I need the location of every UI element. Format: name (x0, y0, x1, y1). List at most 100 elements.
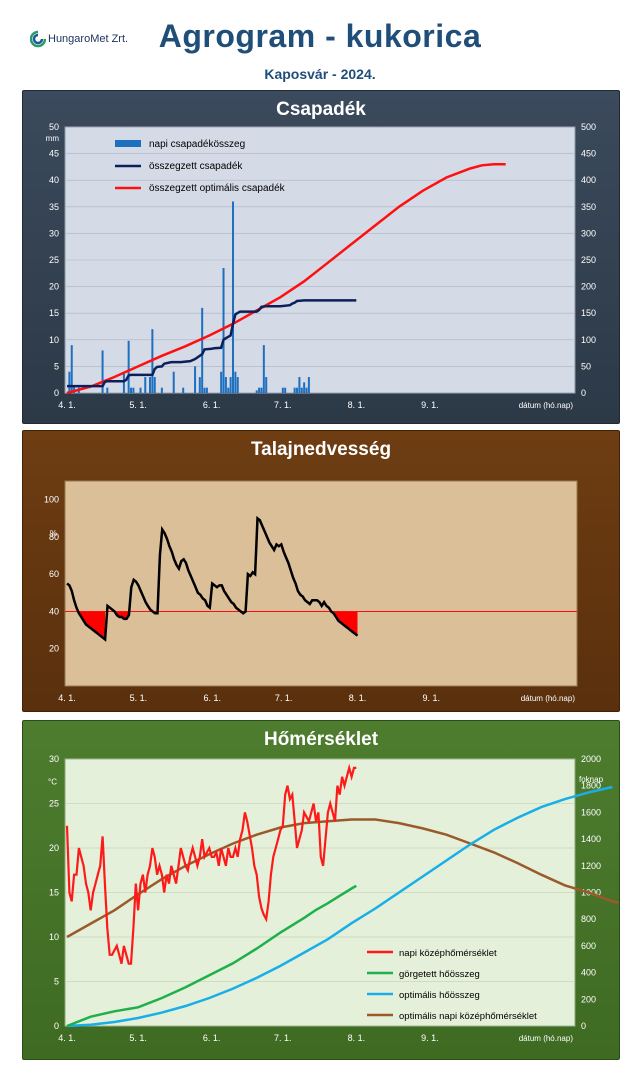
precip-bar (258, 387, 261, 393)
x-tick-label: 7. 1. (274, 400, 292, 410)
x-tick-label: 6. 1. (203, 693, 221, 703)
legend-label: napi csapadékösszeg (149, 139, 245, 150)
soil-moisture-title: Talajnedvesség (250, 439, 392, 460)
precip-bar (229, 377, 232, 393)
daily-mean-temp-line (65, 763, 357, 965)
x-tick-label: 8. 1. (349, 693, 367, 703)
precip-bar (284, 387, 287, 393)
x-tick-label: 6. 1. (203, 1033, 221, 1043)
cumulative-gdd-line (66, 884, 357, 1028)
y-tick-label: 80 (49, 532, 59, 542)
y-left-tick-label: 45 (49, 149, 59, 159)
y-left-tick-label: 50 (49, 122, 59, 132)
precip-bar (144, 377, 147, 393)
y-left-tick-label: 40 (49, 175, 59, 185)
y-left-tick-label: 0 (54, 388, 59, 398)
y-left-tick-label: 35 (49, 202, 59, 212)
y-right-tick-label: 0 (581, 388, 586, 398)
precip-bar (68, 371, 71, 393)
precip-bar (255, 390, 258, 393)
precip-bar (194, 366, 197, 393)
logo: HungaroMet Zrt. (30, 28, 128, 50)
precip-bar (182, 387, 185, 393)
x-axis-label: dátum (hó.nap) (519, 401, 574, 410)
y-right-tick-label: 450 (581, 149, 596, 159)
soil-moisture-line (66, 515, 359, 642)
temperature-title: Hőmérséklet (263, 729, 379, 750)
precip-bar (101, 350, 104, 393)
y-right-tick-label: 1600 (581, 807, 601, 817)
precip-bar (222, 267, 225, 393)
precip-bar (73, 385, 76, 393)
x-tick-label: 6. 1. (203, 400, 221, 410)
y-left-tick-label: 20 (49, 282, 59, 292)
y-right-tick-label: 250 (581, 255, 596, 265)
precip-bar (296, 387, 299, 393)
precip-bar (205, 387, 208, 393)
x-tick-label: 9. 1. (421, 1033, 439, 1043)
legend-label: optimális napi középhőmérséklet (399, 1011, 537, 1022)
page-subtitle: Kaposvár - 2024. (264, 66, 376, 82)
y-left-tick-label: 10 (49, 335, 59, 345)
y-tick-label: 40 (49, 606, 59, 616)
y-right-tick-label: 400 (581, 175, 596, 185)
y-right-tick-label: 50 (581, 361, 591, 371)
precip-bar (265, 377, 268, 393)
y-right-tick-label: 400 (581, 968, 596, 978)
x-tick-label: 4. 1. (58, 1033, 76, 1043)
precipitation-chart: 0510152025303540455005010015020025030035… (46, 122, 596, 410)
precip-bar (232, 201, 235, 393)
y-axis-unit: % (50, 529, 57, 538)
y-left-tick-label: 5 (54, 361, 59, 371)
x-tick-label: 4. 1. (58, 400, 76, 410)
y-right-tick-label: 800 (581, 914, 596, 924)
precip-bar (293, 387, 296, 393)
precip-bar (149, 377, 152, 393)
precip-bar (198, 377, 201, 393)
precip-bar (281, 387, 284, 393)
y-left-tick-label: 5 (54, 977, 59, 987)
precip-bar (220, 371, 223, 393)
y-left-tick-label: 15 (49, 888, 59, 898)
x-axis-label: dátum (hó.nap) (521, 694, 576, 703)
y-tick-label: 60 (49, 569, 59, 579)
precip-bar (234, 371, 237, 393)
precip-bar (172, 371, 175, 393)
y-left-tick-label: 30 (49, 754, 59, 764)
precip-bar (203, 387, 206, 393)
y-right-tick-label: 300 (581, 228, 596, 238)
y-right-tick-label: 100 (581, 335, 596, 345)
legend-label: görgetett hőösszeg (399, 969, 480, 980)
x-axis-label: dátum (hó.nap) (519, 1034, 574, 1043)
logo-text: HungaroMet Zrt. (48, 33, 129, 45)
plot-area (64, 480, 578, 687)
y-right-tick-label: 500 (581, 122, 596, 132)
y-axis-unit: mm (46, 134, 60, 143)
precip-bar (127, 340, 130, 393)
precip-bar (307, 377, 310, 393)
y-left-tick-label: 15 (49, 308, 59, 318)
precip-bar (201, 307, 204, 393)
temperature-chart: 0510152025300200400600800100012001400160… (48, 754, 637, 1043)
y-tick-label: 100 (44, 495, 59, 505)
x-tick-label: 5. 1. (129, 400, 147, 410)
y-right-tick-label: 350 (581, 202, 596, 212)
precip-bar (106, 387, 109, 393)
y-left-tick-label: 30 (49, 228, 59, 238)
precip-bar (260, 387, 263, 393)
y-right-tick-label: 0 (581, 1021, 586, 1031)
cumulative-precip-line (67, 299, 357, 388)
page-title: Agrogram - kukorica (158, 18, 482, 54)
x-tick-label: 4. 1. (58, 693, 76, 703)
y-left-tick-label: 20 (49, 843, 59, 853)
y-right-tick-label: 1800 (581, 781, 601, 791)
y-tick-label: 20 (49, 644, 59, 654)
precip-bar (300, 387, 303, 393)
precip-bar (132, 387, 135, 393)
precip-bar (70, 345, 73, 393)
y-right-tick-label: 200 (581, 994, 596, 1004)
precip-bar (262, 345, 265, 393)
y-axis-unit: °C (48, 777, 57, 786)
cumulative-optimal-precip-line (66, 162, 506, 395)
x-tick-label: 5. 1. (130, 693, 148, 703)
